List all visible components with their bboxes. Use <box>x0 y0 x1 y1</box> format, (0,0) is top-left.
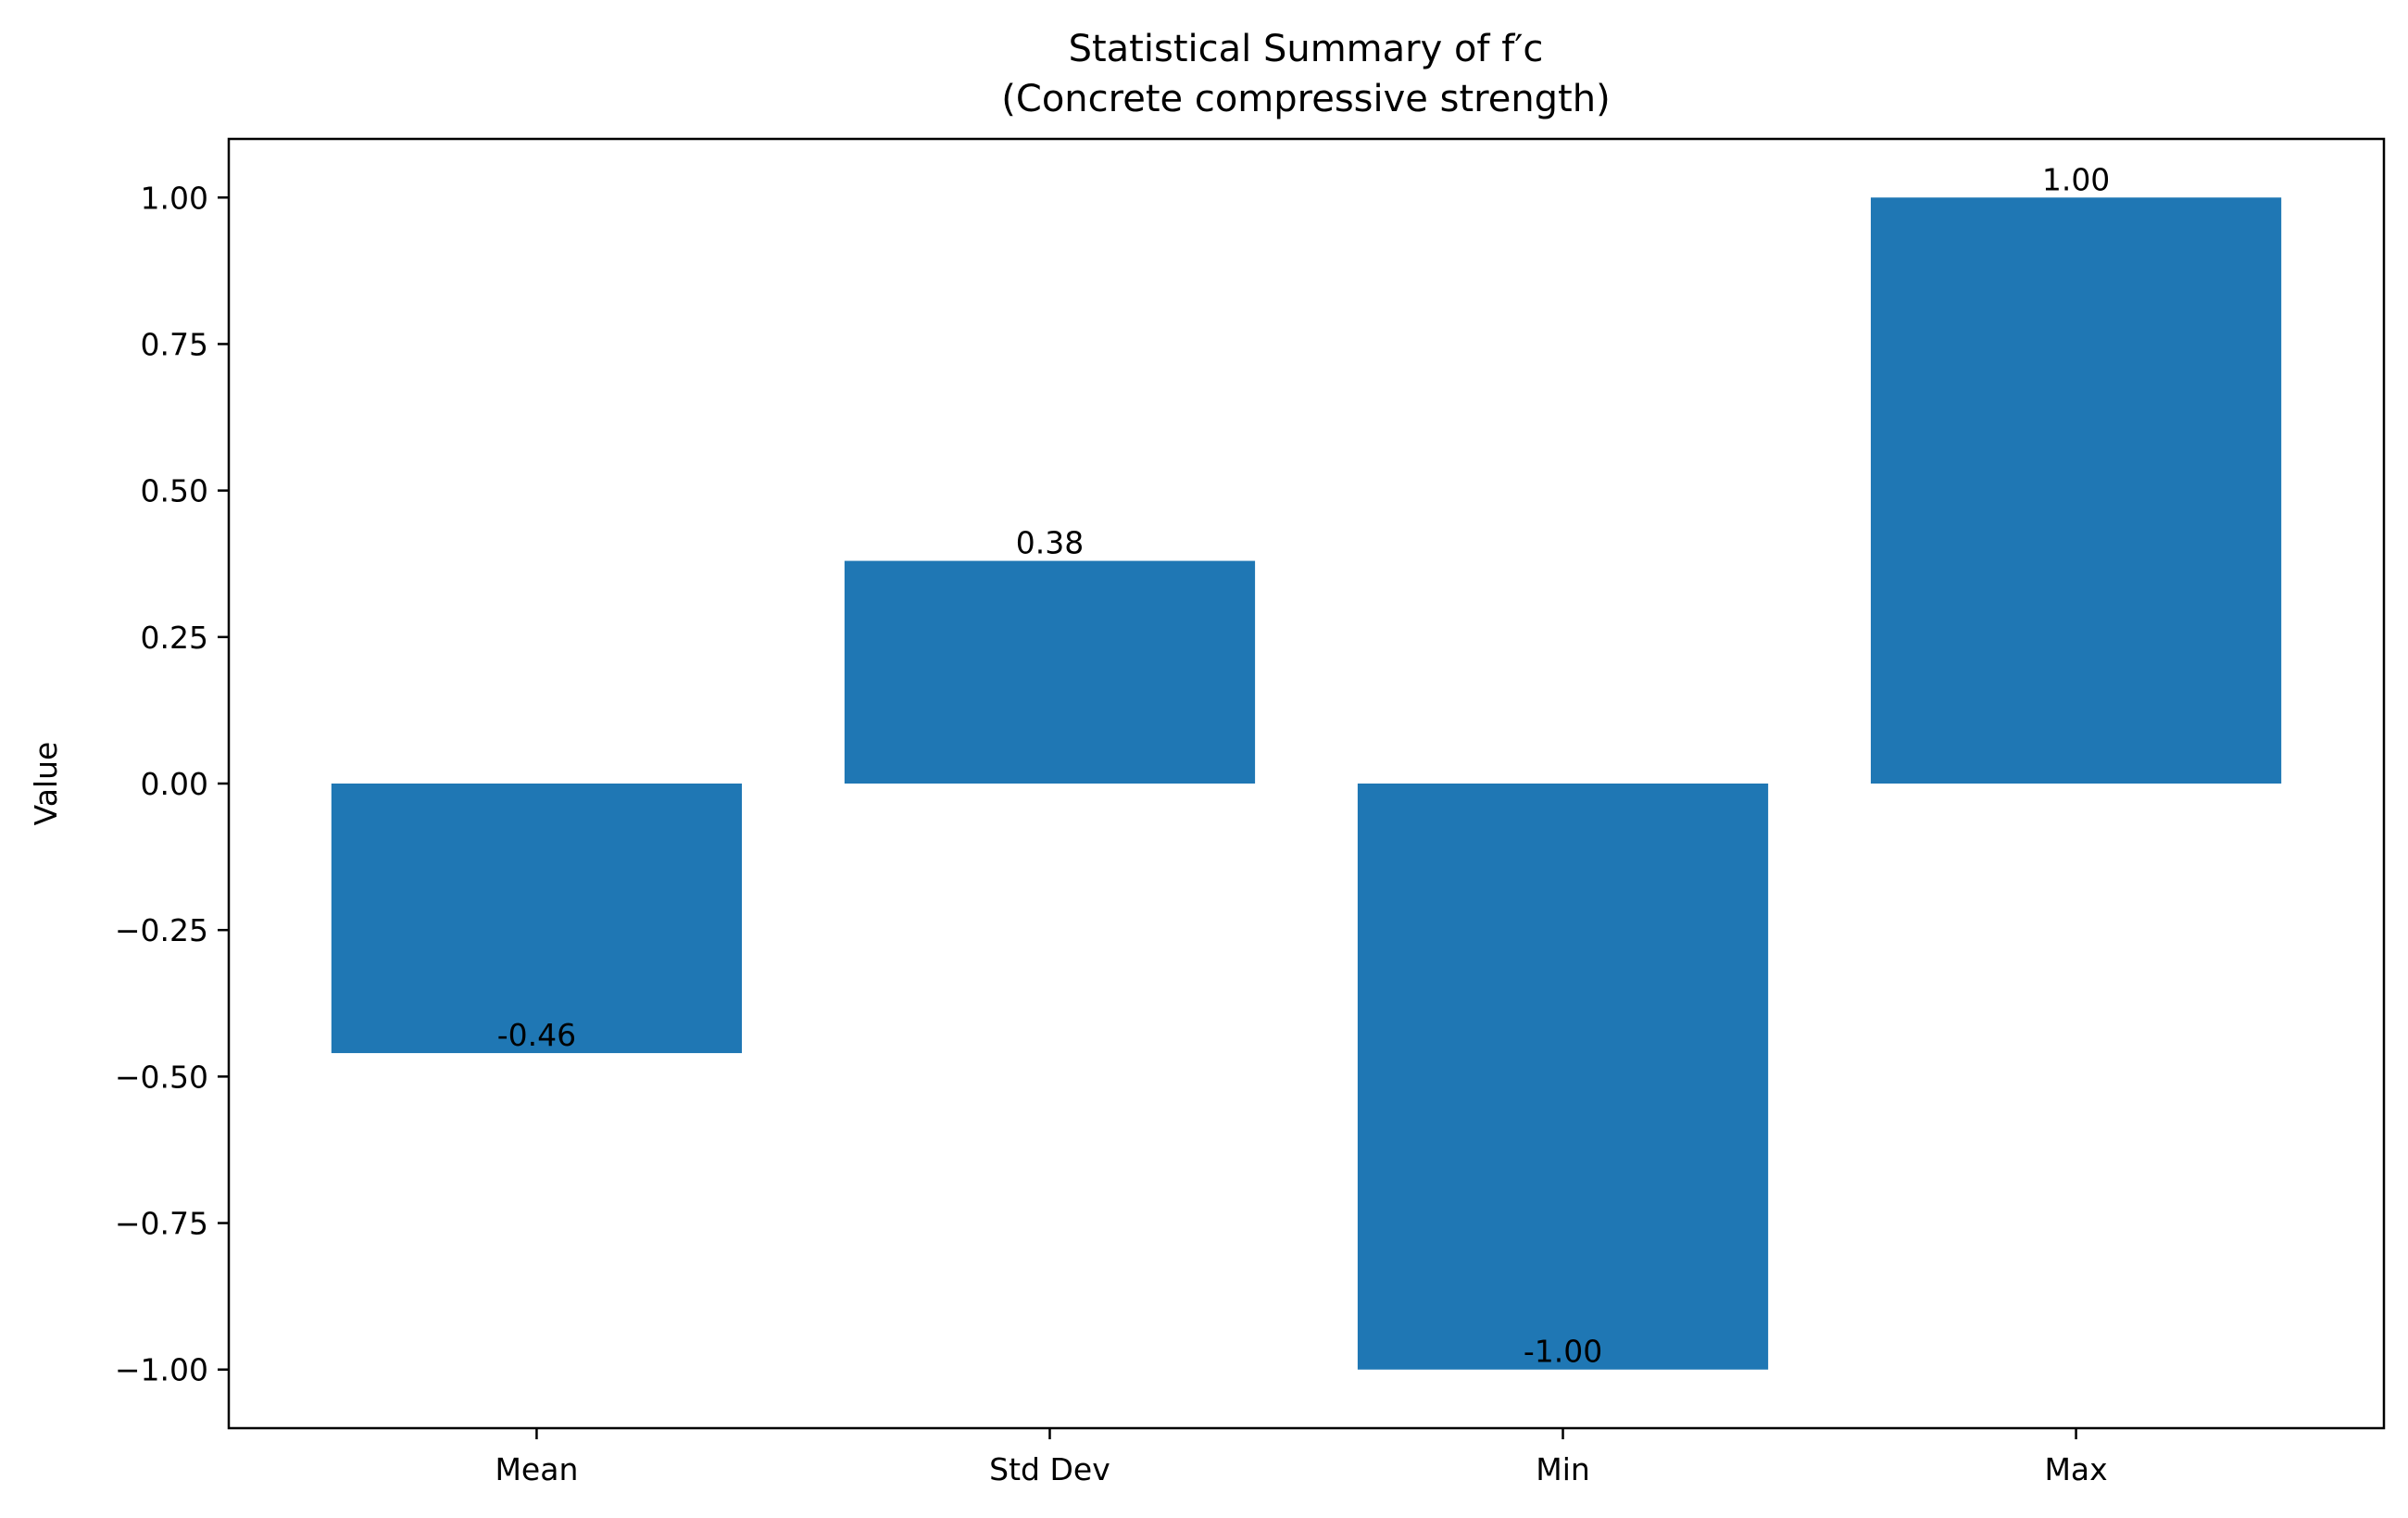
x-tick-label: Min <box>1536 1451 1590 1487</box>
y-tick-label: −0.50 <box>115 1059 208 1095</box>
value-label: -1.00 <box>1524 1334 1602 1370</box>
x-tick-label: Std Dev <box>989 1451 1110 1487</box>
y-axis-label: Value <box>28 742 64 826</box>
y-tick-label: 0.75 <box>141 326 208 362</box>
bars-layer <box>331 197 2282 1370</box>
x-tick-label: Mean <box>495 1451 578 1487</box>
y-tick-label: −1.00 <box>115 1352 208 1388</box>
value-label: -0.46 <box>497 1017 576 1053</box>
chart-title: Statistical Summary of f′c <box>1069 28 1544 70</box>
y-tick-label: −0.25 <box>115 912 208 948</box>
value-label: 0.38 <box>1016 525 1084 561</box>
chart-subtitle: (Concrete compressive strength) <box>1001 78 1610 120</box>
bar-std-dev <box>844 560 1256 784</box>
bar-mean <box>331 784 743 1054</box>
y-tick-label: 0.25 <box>141 620 208 656</box>
value-labels-layer: -0.46 0.38 -1.00 1.00 <box>497 161 2111 1369</box>
x-tick-label: Max <box>2044 1451 2107 1487</box>
y-tick-label: 0.00 <box>141 766 208 802</box>
x-axis-ticks: Mean Std Dev Min Max <box>495 1428 2108 1487</box>
bar-max <box>1870 197 2282 784</box>
y-axis-ticks: 1.00 0.75 0.50 0.25 0.00 −0.25 −0.50 −0.75 −1.00 <box>115 180 229 1388</box>
y-tick-label: −0.75 <box>115 1206 208 1242</box>
y-tick-label: 1.00 <box>141 180 208 216</box>
y-tick-label: 0.50 <box>141 473 208 509</box>
bar-min <box>1357 784 1769 1370</box>
plot-frame <box>227 137 2386 1430</box>
value-label: 1.00 <box>2042 161 2110 197</box>
